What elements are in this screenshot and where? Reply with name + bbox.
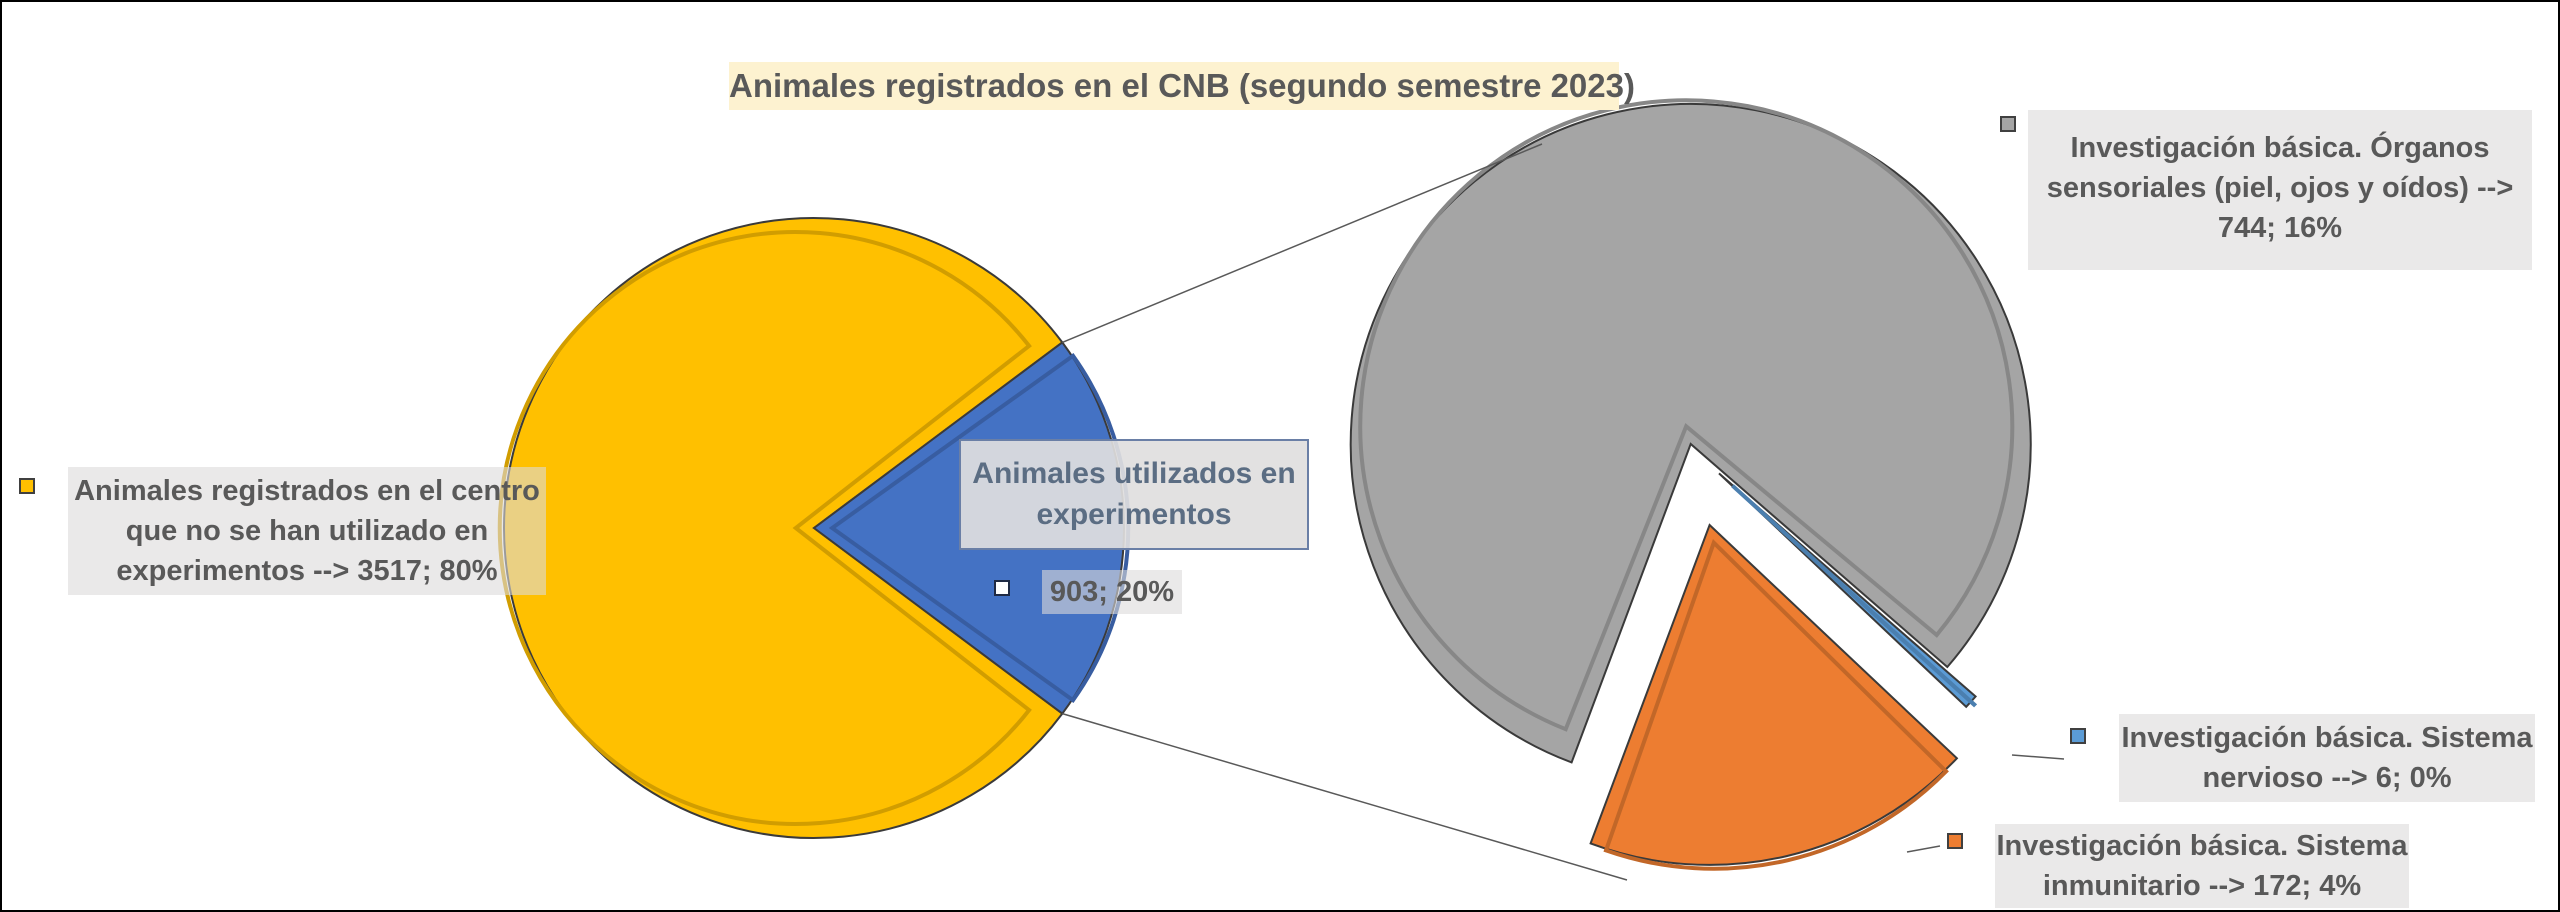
data-label-unused-line-3: experimentos --> 3517; 80% bbox=[116, 555, 498, 587]
data-label-nervous-line-2: nervioso --> 6; 0% bbox=[2202, 762, 2452, 794]
chart-title: Animales registrados en el CNB (segundo … bbox=[729, 62, 1635, 110]
pie2-slice-immune bbox=[1589, 523, 1959, 871]
pie2-slice-sensory-shape bbox=[1349, 102, 2032, 764]
connector-line-top bbox=[1062, 143, 1543, 344]
data-label-sensory-line-2: sensoriales (piel, ojos y oídos) --> bbox=[2046, 172, 2514, 204]
data-label-immune-line-1: Investigación básica. Sistema bbox=[1996, 830, 2408, 862]
used-animals-annotation: Animales utilizados en experimentos bbox=[959, 439, 1309, 550]
data-label-immune-system: Investigación básica. Sistema inmunitari… bbox=[1995, 824, 2409, 908]
connector-line-bottom bbox=[1062, 712, 1628, 881]
legend-key-sensory bbox=[2000, 116, 2016, 132]
legend-key-immune bbox=[1947, 833, 1963, 849]
data-label-sensory-organs: Investigación básica. Órganos sensoriale… bbox=[2028, 110, 2532, 270]
used-annotation-line-1: Animales utilizados en bbox=[972, 457, 1296, 490]
pie2-slice-sensory bbox=[1349, 98, 2032, 764]
pie2-slice-immune-bevel bbox=[1603, 539, 1949, 871]
data-label-used-line-1: 903; 20% bbox=[1049, 576, 1175, 608]
data-label-nervous-line-1: Investigación básica. Sistema bbox=[2121, 722, 2533, 754]
data-label-immune-line-2: inmunitario --> 172; 4% bbox=[2042, 870, 2362, 902]
leader-line-immune bbox=[1906, 845, 1941, 853]
data-label-sensory-line-1: Investigación básica. Órganos bbox=[2070, 132, 2490, 164]
data-label-sensory-line-3: 744; 16% bbox=[2217, 212, 2343, 244]
data-label-unused-line-2: que no se han utilizado en bbox=[125, 515, 489, 547]
pie2-slice-immune-shape bbox=[1589, 523, 1959, 866]
pie2-slice-sensory-bevel bbox=[1358, 98, 2015, 732]
legend-key-used bbox=[994, 580, 1010, 596]
pie2-slice-nervous bbox=[1718, 472, 1978, 709]
legend-key-nervous bbox=[2070, 728, 2086, 744]
leader-line-nervous bbox=[2011, 754, 2065, 760]
pie2-slice-nervous-bevel bbox=[1731, 484, 1978, 708]
legend-key-unused bbox=[19, 478, 35, 494]
data-label-unused-line-1: Animales registrados en el centro bbox=[74, 475, 540, 507]
data-label-nervous-system: Investigación básica. Sistema nervioso -… bbox=[2119, 714, 2535, 802]
used-annotation-line-2: experimentos bbox=[1036, 498, 1232, 531]
data-label-unused-animals: Animales registrados en el centro que no… bbox=[68, 467, 546, 595]
data-label-used-animals: 903; 20% bbox=[1042, 570, 1182, 614]
